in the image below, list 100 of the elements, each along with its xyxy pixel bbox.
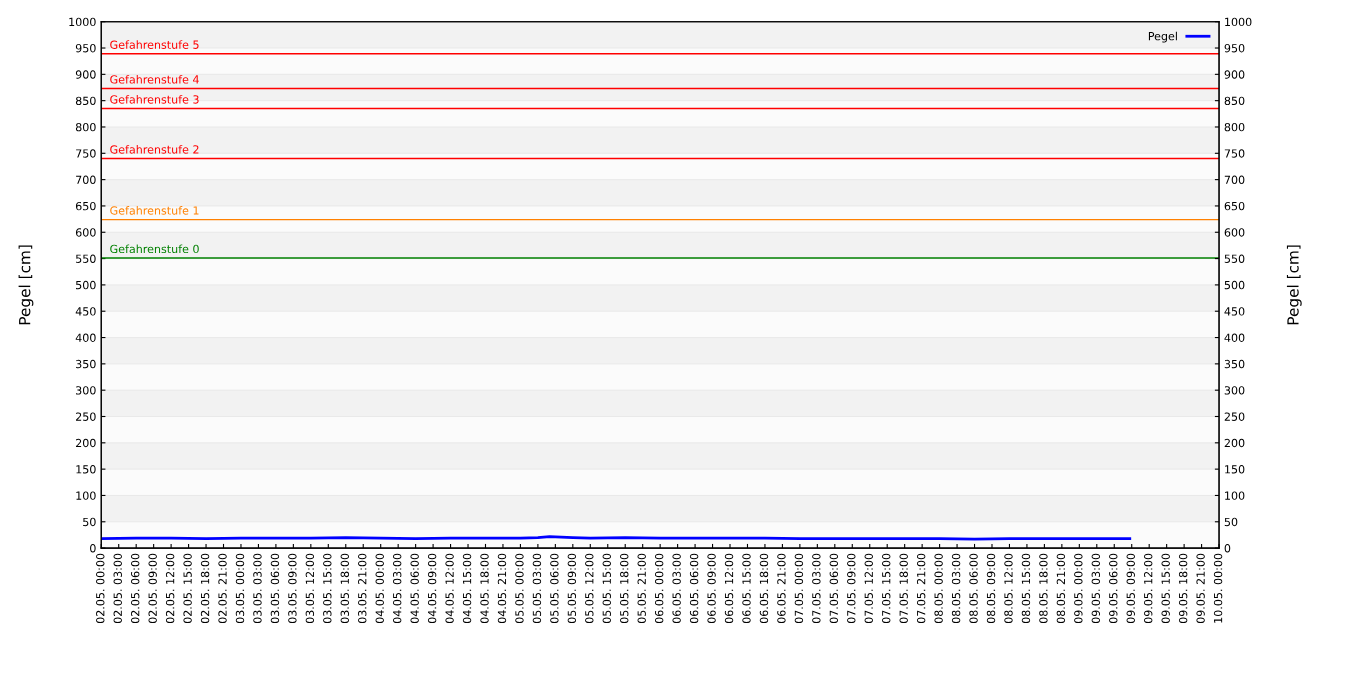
y2-tick-label: 100 <box>1225 491 1245 500</box>
x-tick-label: 09.05. 18:00 <box>1178 553 1188 624</box>
y2-tick-label: 500 <box>1224 280 1245 290</box>
x-tick-label: 05.05. 18:00 <box>620 553 629 624</box>
x-tick-label: 09.05. 00:00 <box>1074 553 1083 624</box>
y-tick-label: 350 <box>76 359 96 369</box>
y2-tick-label: 200 <box>1224 438 1245 448</box>
x-tick-label: 06.05. 21:00 <box>777 553 786 624</box>
y-tick-label: 300 <box>76 386 96 395</box>
x-tick-label: 03.05. 18:00 <box>340 553 349 624</box>
x-tick-label: 02.05. 21:00 <box>218 553 227 624</box>
ref-line-label: Gefahrenstufe 0 <box>110 244 199 254</box>
y-tick-label: 50 <box>83 517 96 527</box>
y2-tick-label: 650 <box>1224 201 1245 211</box>
y2-tick-label: 900 <box>1224 70 1245 79</box>
y-tick-label: 600 <box>75 228 96 237</box>
x-tick-label: 03.05. 03:00 <box>253 553 262 624</box>
ref-line-label: Gefahrenstufe 5 <box>110 40 199 49</box>
x-tick-label: 03.05. 06:00 <box>270 553 280 624</box>
x-tick-label: 05.05. 09:00 <box>567 553 577 624</box>
x-tick-label: 09.05. 03:00 <box>1091 553 1101 624</box>
x-tick-label: 05.05. 00:00 <box>515 553 524 624</box>
y-tick-label: 500 <box>76 280 96 290</box>
x-tick-label: 02.05. 03:00 <box>113 553 122 624</box>
x-tick-label: 07.05. 12:00 <box>864 553 873 624</box>
x-tick-label: 02.05. 06:00 <box>131 553 140 624</box>
x-tick-label: 04.05. 00:00 <box>375 553 384 624</box>
y-tick-label: 0 <box>90 544 96 553</box>
x-tick-label: 04.05. 21:00 <box>497 553 507 624</box>
y2-tick-label: 700 <box>1224 175 1245 184</box>
x-tick-label: 08.05. 06:00 <box>969 553 978 624</box>
y2-tick-label: 0 <box>1224 544 1231 553</box>
x-tick-label: 05.05. 12:00 <box>585 553 594 624</box>
x-tick-label: 09.05. 12:00 <box>1144 553 1153 624</box>
x-tick-label: 04.05. 03:00 <box>392 553 402 624</box>
x-tick-label: 07.05. 15:00 <box>882 553 891 624</box>
y2-tick-label: 50 <box>1224 517 1238 527</box>
y-axis-title: Pegel [cm] <box>18 245 34 325</box>
y2-tick-label: 250 <box>1224 412 1245 421</box>
x-tick-label: 06.05. 03:00 <box>672 553 681 624</box>
ref-line-label: Gefahrenstufe 3 <box>110 95 199 104</box>
x-tick-label: 06.05. 06:00 <box>689 553 699 624</box>
y-tick-label: 950 <box>75 43 96 53</box>
y2-tick-label: 450 <box>1224 307 1245 316</box>
y2-tick-label: 800 <box>1224 122 1245 132</box>
y2-axis-title: Pegel [cm] <box>1286 245 1302 325</box>
x-tick-label: 03.05. 00:00 <box>235 553 245 624</box>
x-tick-label: 05.05. 15:00 <box>602 553 611 624</box>
x-tick-label: 07.05. 00:00 <box>794 553 804 624</box>
x-tick-label: 08.05. 09:00 <box>986 553 996 624</box>
y2-tick-label: 600 <box>1224 228 1245 237</box>
x-tick-label: 06.05. 15:00 <box>742 553 751 624</box>
x-tick-label: 07.05. 09:00 <box>847 553 856 624</box>
x-tick-label: 07.05. 03:00 <box>812 553 821 624</box>
x-tick-label: 09.05. 21:00 <box>1196 553 1205 624</box>
ref-line-label: Gefahrenstufe 4 <box>110 75 199 84</box>
legend-label: Pegel <box>1148 31 1177 43</box>
y-tick-label: 400 <box>75 333 96 342</box>
x-tick-label: 04.05. 12:00 <box>445 553 454 624</box>
x-tick-label: 08.05. 15:00 <box>1021 553 1031 624</box>
y-tick-label: 100 <box>76 491 96 500</box>
x-tick-label: 06.05. 12:00 <box>724 553 734 624</box>
x-tick-label: 05.05. 03:00 <box>532 553 542 624</box>
y2-tick-label: 950 <box>1224 43 1245 53</box>
y2-tick-label: 350 <box>1224 359 1245 369</box>
x-tick-label: 08.05. 03:00 <box>951 553 961 624</box>
x-tick-label: 02.05. 15:00 <box>183 553 192 624</box>
x-tick-label: 07.05. 06:00 <box>829 553 839 624</box>
x-tick-label: 09.05. 15:00 <box>1161 553 1170 624</box>
x-tick-label: 08.05. 18:00 <box>1039 553 1048 624</box>
x-tick-label: 03.05. 09:00 <box>288 553 297 624</box>
x-tick-label: 08.05. 00:00 <box>934 553 943 624</box>
y2-tick-label: 550 <box>1224 254 1245 263</box>
x-tick-label: 03.05. 15:00 <box>323 553 332 624</box>
x-tick-label: 02.05. 09:00 <box>148 553 157 624</box>
x-tick-label: 02.05. 12:00 <box>165 553 175 624</box>
x-tick-label: 07.05. 21:00 <box>916 553 926 624</box>
x-tick-label: 09.05. 09:00 <box>1126 553 1135 624</box>
y-tick-label: 250 <box>75 412 96 421</box>
y-tick-label: 650 <box>75 201 96 211</box>
x-tick-label: 02.05. 18:00 <box>200 553 210 624</box>
y-tick-label: 150 <box>76 465 96 474</box>
y-tick-label: 1000 <box>69 17 96 27</box>
x-tick-label: 04.05. 06:00 <box>410 553 419 624</box>
ref-line-label: Gefahrenstufe 1 <box>110 206 199 215</box>
y2-tick-label: 400 <box>1224 333 1245 342</box>
y-tick-label: 550 <box>76 254 96 263</box>
x-tick-label: 02.05. 00:00 <box>96 553 105 624</box>
x-tick-label: 10.05. 00:00 <box>1213 553 1223 623</box>
y-tick-label: 900 <box>75 70 96 79</box>
x-tick-label: 04.05. 15:00 <box>462 553 472 624</box>
y2-tick-label: 300 <box>1224 386 1245 395</box>
y-tick-label: 450 <box>75 307 96 316</box>
x-tick-label: 04.05. 18:00 <box>480 553 489 624</box>
y2-tick-label: 750 <box>1224 149 1245 158</box>
y2-tick-label: 850 <box>1224 96 1245 106</box>
x-tick-label: 08.05. 21:00 <box>1056 553 1066 624</box>
y-tick-label: 850 <box>75 96 96 106</box>
ref-line-label: Gefahrenstufe 2 <box>110 145 199 154</box>
x-tick-label: 06.05. 09:00 <box>707 553 716 624</box>
